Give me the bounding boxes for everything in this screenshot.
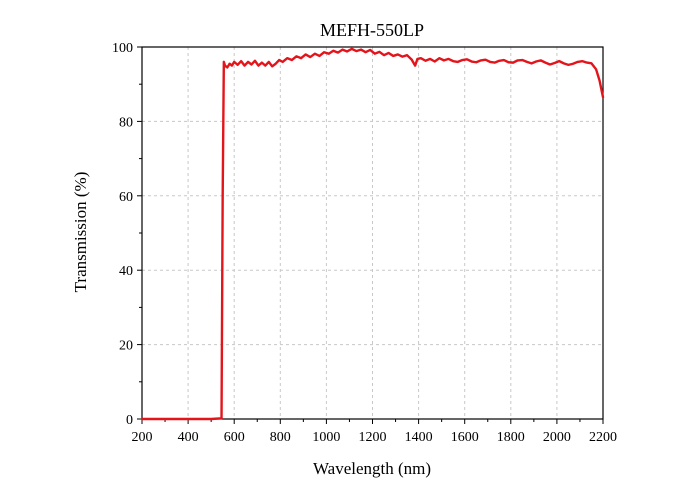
series-layer bbox=[140, 47, 605, 421]
x-tick-label-1200: 1200 bbox=[359, 430, 387, 445]
x-tick-label-1600: 1600 bbox=[451, 430, 479, 445]
y-tick-label-20: 20 bbox=[119, 339, 133, 354]
x-tick-label-1400: 1400 bbox=[405, 430, 433, 445]
series-line-0 bbox=[140, 47, 605, 421]
y-tick-label-100: 100 bbox=[112, 41, 133, 56]
y-tick-label-80: 80 bbox=[119, 115, 133, 130]
grid-lines bbox=[142, 47, 603, 419]
y-axis-title: Transmission (%) bbox=[71, 172, 90, 293]
y-tick-label-40: 40 bbox=[119, 264, 133, 279]
x-tick-label-200: 200 bbox=[132, 430, 153, 445]
x-axis-title: Wavelength (nm) bbox=[313, 459, 431, 478]
y-tick-label-0: 0 bbox=[126, 413, 133, 428]
x-tick-label-2200: 2200 bbox=[589, 430, 617, 445]
axes: 200 400 600 800 1000 1200 1400 1600 1800 2000 2200… bbox=[112, 41, 617, 445]
x-tick-label-400: 400 bbox=[178, 430, 199, 445]
x-tick-label-800: 800 bbox=[270, 430, 291, 445]
y-tick-label-60: 60 bbox=[119, 190, 133, 205]
x-tick-label-2000: 2000 bbox=[543, 430, 571, 445]
x-tick-label-1800: 1800 bbox=[497, 430, 525, 445]
x-tick-label-600: 600 bbox=[224, 430, 245, 445]
x-tick-label-1000: 1000 bbox=[312, 430, 340, 445]
chart-title: MEFH-550LP bbox=[320, 20, 424, 40]
